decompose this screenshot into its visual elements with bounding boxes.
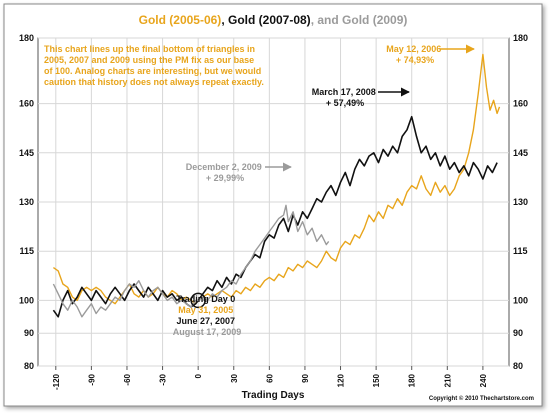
title-sep-2: , and xyxy=(311,13,342,27)
title-sep-1: , xyxy=(221,13,228,27)
x-tick-label: -30 xyxy=(159,373,168,385)
chart-frame xyxy=(3,3,543,407)
x-tick-label: -120 xyxy=(52,373,61,390)
y-tick-label-right: 130 xyxy=(513,197,528,207)
day-zero-2005: May 31, 2005 xyxy=(178,305,233,315)
annotation-2007-date: March 17, 2008 xyxy=(312,87,376,97)
y-tick-label-right: 180 xyxy=(513,33,528,43)
annotation-2005-peak: May 12, 2006 + 74,93% xyxy=(386,44,444,65)
x-axis-label: Trading Days xyxy=(242,390,305,401)
y-axis-left-ticks: 80 90 100 115 130 145 160 180 xyxy=(19,33,34,371)
title-gold-2009: Gold (2009) xyxy=(342,13,407,27)
x-tick-label: 240 xyxy=(479,373,488,387)
annotation-2009-date: December 2, 2009 xyxy=(186,162,262,172)
y-tick-label-left: 100 xyxy=(19,295,34,305)
day-zero-marker xyxy=(190,292,206,309)
annotation-2007-peak: March 17, 2008 + 57,49% xyxy=(312,87,379,108)
x-tick-label: 30 xyxy=(230,373,239,382)
x-tick-label: -60 xyxy=(123,373,132,385)
y-tick-label-right: 145 xyxy=(513,148,528,158)
y-tick-label-right: 115 xyxy=(513,246,528,256)
day-zero-2009: August 17, 2009 xyxy=(173,327,242,337)
y-axis-right-ticks: 80 90 100 115 130 145 160 180 xyxy=(513,33,528,371)
note-line-2: 2005, 2007 and 2009 using the PM fix as … xyxy=(44,55,254,65)
y-tick-label-left: 160 xyxy=(19,99,34,109)
y-tick-label-right: 90 xyxy=(513,328,523,338)
title-gold-2005: Gold (2005-06) xyxy=(139,13,222,27)
series-lines xyxy=(52,53,501,318)
annotation-2007-gain: + 57,49% xyxy=(326,98,364,108)
x-tick-label: -90 xyxy=(87,373,96,385)
x-tick-label: 60 xyxy=(265,373,274,382)
x-tick-label: 150 xyxy=(372,373,381,387)
x-axis-ticks: -120 -90 -60 -30 0 30 60 90 120 150 180 210 240 xyxy=(52,366,488,390)
y-tick-label-left: 90 xyxy=(24,328,34,338)
y-tick-label-left: 180 xyxy=(19,33,34,43)
y-tick-label-right: 80 xyxy=(513,361,523,371)
y-tick-label-right: 100 xyxy=(513,295,528,305)
x-tick-label: 90 xyxy=(301,373,310,382)
x-tick-label: 120 xyxy=(337,373,346,387)
day-zero-title: Trading Day 0 xyxy=(176,294,235,304)
y-tick-label-left: 145 xyxy=(19,148,34,158)
title-gold-2007: Gold (2007-08) xyxy=(228,13,311,27)
y-tick-label-left: 130 xyxy=(19,197,34,207)
annotation-2009-gain: + 29,99% xyxy=(206,173,244,183)
x-tick-label: 0 xyxy=(194,373,203,378)
day-zero-2007: June 27, 2007 xyxy=(176,316,235,326)
x-tick-label: 210 xyxy=(443,373,452,387)
day-zero-label: Trading Day 0 May 31, 2005 June 27, 2007… xyxy=(173,294,242,337)
annotation-2005-date: May 12, 2006 xyxy=(386,44,441,54)
annotation-2005-gain: + 74,93% xyxy=(396,55,434,65)
series-line-gold-2009 xyxy=(52,204,330,318)
annotation-2009-peak: December 2, 2009 + 29,99% xyxy=(186,162,265,183)
series-line-gold-2007 xyxy=(52,115,498,318)
grid-lines xyxy=(38,37,509,367)
note-line-3: of 100. Analog charts are interesting, b… xyxy=(44,66,261,76)
chart-title: Gold (2005-06), Gold (2007-08), and Gold… xyxy=(139,13,408,27)
note-line-4: caution that history does not always rep… xyxy=(44,77,264,87)
y-tick-label-right: 160 xyxy=(513,99,528,109)
copyright-text: Copyright © 2010 Thechartstore.com xyxy=(429,395,534,402)
y-tick-label-left: 115 xyxy=(19,246,34,256)
note-line-1: This chart lines up the final bottom of … xyxy=(44,44,255,54)
chart-note: This chart lines up the final bottom of … xyxy=(44,44,264,87)
x-tick-label: 180 xyxy=(408,373,417,387)
y-tick-label-left: 80 xyxy=(24,361,34,371)
